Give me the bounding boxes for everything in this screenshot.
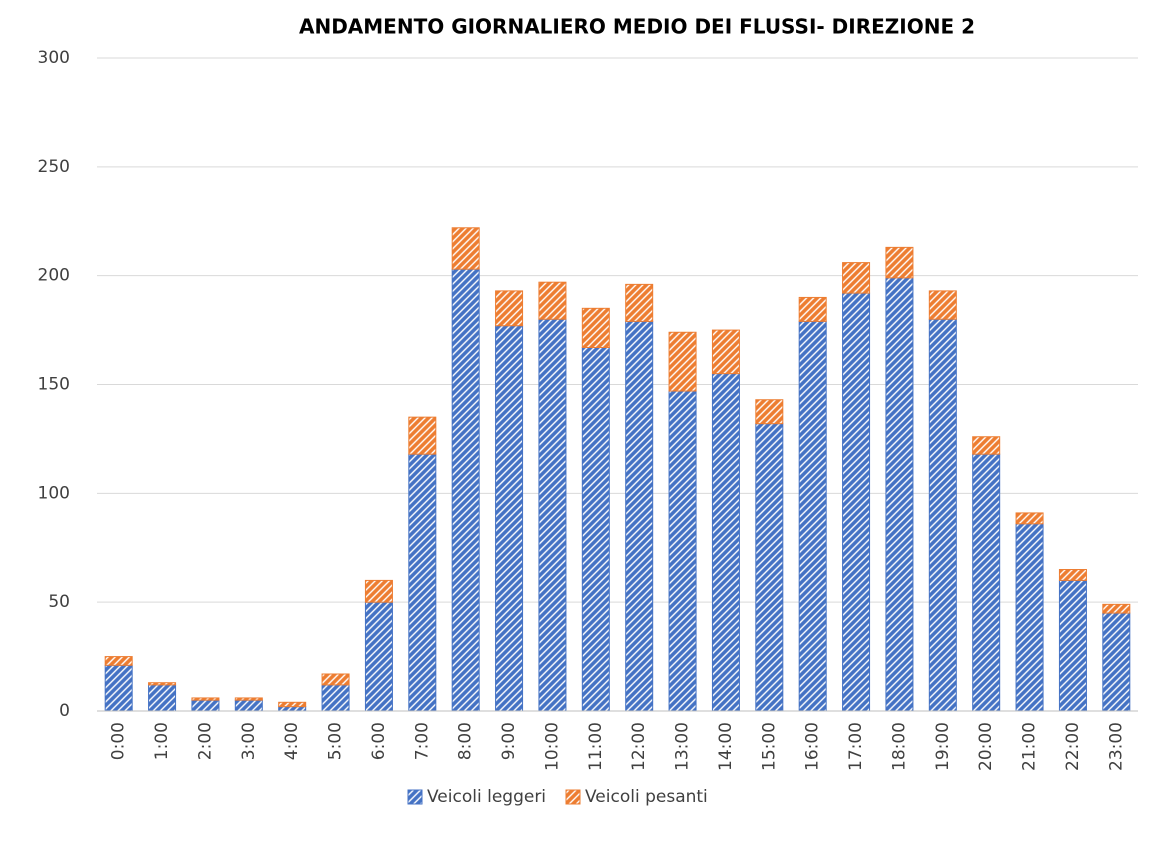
x-tick-label: 1:00 [152, 722, 172, 760]
bar-segment [451, 268, 480, 712]
x-tick-label: 7:00 [412, 722, 432, 760]
x-tick-label: 11:00 [586, 722, 606, 771]
bar-segment [1102, 603, 1131, 614]
bar-segment [972, 436, 1001, 455]
bar-segment [1015, 512, 1044, 525]
bar-segment [364, 579, 393, 603]
legend-swatch [565, 789, 581, 805]
y-tick-label: 300 [38, 48, 70, 68]
bar-segment [798, 320, 827, 712]
bar-segment [625, 320, 654, 712]
bar-segment [1015, 523, 1044, 712]
y-tick-label: 0 [59, 701, 70, 721]
bar-segment [1058, 579, 1087, 712]
bar-segment [1102, 612, 1131, 712]
bar-segment [538, 281, 567, 320]
bar-segment [148, 682, 177, 686]
x-tick-label: 0:00 [109, 722, 129, 760]
x-tick-label: 8:00 [456, 722, 476, 760]
x-tick-label: 2:00 [195, 722, 215, 760]
bar-segment [842, 292, 871, 712]
x-tick-label: 15:00 [759, 722, 779, 771]
y-tick-label: 150 [38, 375, 70, 395]
bar-segment [451, 227, 480, 270]
x-tick-label: 18:00 [889, 722, 909, 771]
bar-segment [191, 697, 220, 701]
bar-segment [711, 373, 740, 712]
x-tick-label: 19:00 [933, 722, 953, 771]
x-tick-label: 23:00 [1106, 722, 1126, 771]
x-tick-label: 3:00 [239, 722, 259, 760]
legend-swatch [407, 789, 423, 805]
bar-segment [104, 664, 133, 712]
bar-segment [928, 318, 957, 712]
y-tick-label: 50 [48, 592, 70, 612]
legend-label: Veicoli leggeri [427, 787, 546, 807]
bar-segment [495, 325, 524, 712]
bar-segment [755, 423, 784, 712]
bar-segment [581, 346, 610, 712]
bar-segment [321, 684, 350, 712]
x-tick-label: 10:00 [542, 722, 562, 771]
bar-segment [755, 399, 784, 425]
x-tick-label: 14:00 [716, 722, 736, 771]
x-tick-label: 22:00 [1063, 722, 1083, 771]
bar-segment [148, 684, 177, 712]
x-tick-label: 17:00 [846, 722, 866, 771]
bar-segment [1058, 569, 1087, 581]
y-tick-label: 250 [38, 157, 70, 177]
x-tick-label: 9:00 [499, 722, 519, 760]
bar-segment [104, 656, 133, 666]
x-tick-label: 16:00 [803, 722, 823, 771]
bar-segment [842, 262, 871, 294]
bar-segment [798, 296, 827, 322]
bar-segment [278, 706, 307, 712]
bar-segment [234, 699, 263, 712]
bar-segment [408, 416, 437, 455]
bar-segment [885, 277, 914, 712]
bar-segment [581, 307, 610, 348]
legend-label: Veicoli pesanti [585, 787, 708, 807]
x-tick-label: 21:00 [1020, 722, 1040, 771]
bar-segment [191, 699, 220, 712]
x-tick-label: 6:00 [369, 722, 389, 760]
chart-title: ANDAMENTO GIORNALIERO MEDIO DEI FLUSSI- … [299, 15, 975, 39]
x-tick-label: 5:00 [326, 722, 346, 760]
bar-segment [625, 283, 654, 322]
bar-segment [668, 331, 697, 392]
bar-segment [885, 246, 914, 279]
y-tick-label: 200 [38, 266, 70, 286]
x-tick-label: 12:00 [629, 722, 649, 771]
x-tick-label: 4:00 [282, 722, 302, 760]
bar-segment [668, 390, 697, 712]
bar-segment [538, 318, 567, 712]
x-tick-label: 20:00 [976, 722, 996, 771]
y-tick-label: 100 [38, 483, 70, 503]
x-tick-label: 13:00 [673, 722, 693, 771]
bar-segment [278, 701, 307, 708]
bar-segment [364, 601, 393, 712]
bar-segment [711, 329, 740, 375]
bar-segment [928, 290, 957, 320]
bar-segment [408, 453, 437, 712]
bar-segment [321, 673, 350, 686]
bar-segment [972, 453, 1001, 712]
bar-segment [495, 290, 524, 327]
bar-segment [234, 697, 263, 701]
